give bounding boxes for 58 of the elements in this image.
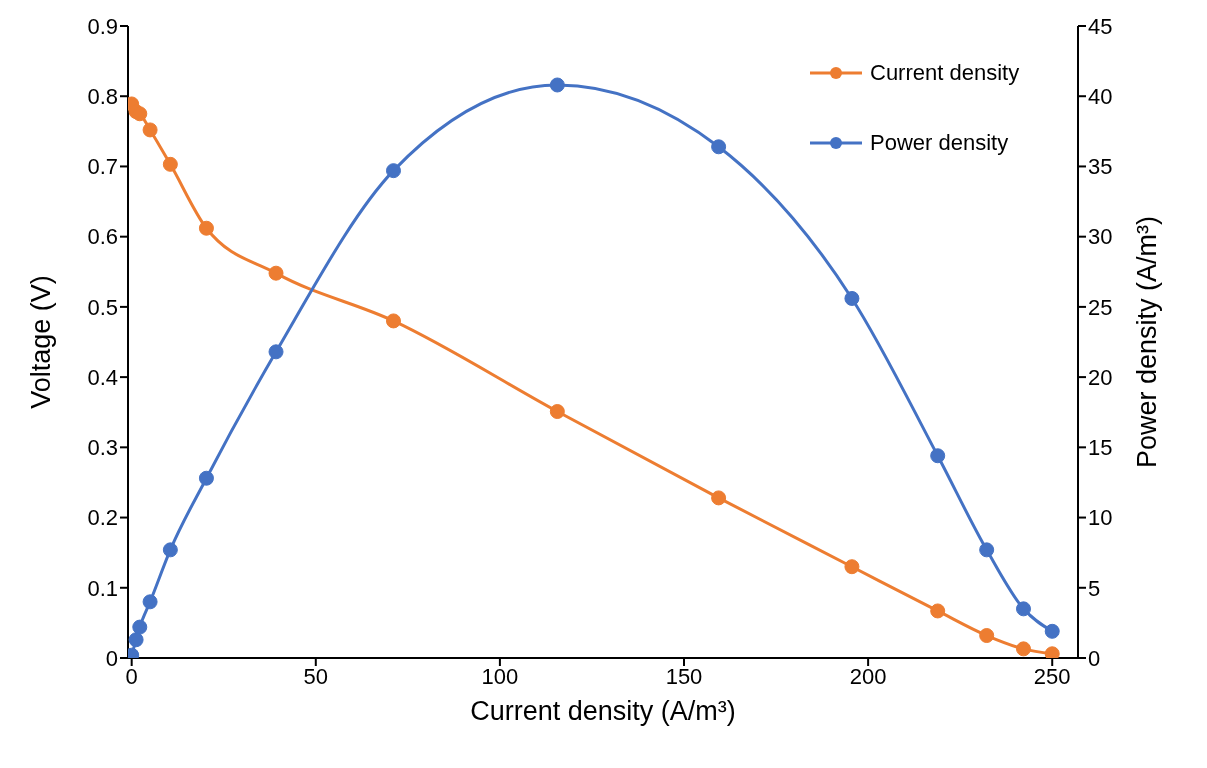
y2-tick-label: 5 xyxy=(1088,575,1101,601)
y2-tick-label: 40 xyxy=(1088,84,1113,110)
point xyxy=(132,106,148,122)
y2-tick-label: 25 xyxy=(1088,294,1113,320)
point xyxy=(549,404,565,420)
point xyxy=(1044,623,1060,639)
point xyxy=(385,163,401,179)
y-tick-label: 0.7 xyxy=(87,154,118,180)
point xyxy=(711,490,727,506)
point xyxy=(162,542,178,558)
point xyxy=(979,628,995,644)
y-tick-label: 0.6 xyxy=(87,224,118,250)
point xyxy=(142,122,158,138)
y2-tick-label: 0 xyxy=(1088,645,1101,671)
x-axis-title: Current density (A/m³) xyxy=(470,696,736,726)
point xyxy=(268,265,284,281)
y2-tick-label: 35 xyxy=(1088,154,1113,180)
y2-tick-label: 20 xyxy=(1088,364,1113,390)
x-tick-label: 0 xyxy=(125,663,138,689)
point xyxy=(385,313,401,329)
point xyxy=(132,619,148,635)
x-tick-label: 150 xyxy=(665,663,703,689)
y-tick-label: 0 xyxy=(105,645,118,671)
y-axis-title: Voltage (V) xyxy=(26,275,56,409)
point xyxy=(549,77,565,93)
point xyxy=(1016,601,1031,617)
y2-tick-label: 30 xyxy=(1088,224,1113,250)
y-tick-label: 0.5 xyxy=(87,294,118,320)
y2-tick-label: 10 xyxy=(1088,505,1113,531)
y2-axis-title: Power density (A/m³) xyxy=(1132,215,1162,469)
y2-tick-label: 15 xyxy=(1088,435,1113,461)
point xyxy=(844,290,860,306)
point xyxy=(711,139,727,155)
point xyxy=(979,542,995,558)
point xyxy=(930,603,946,619)
point xyxy=(1016,641,1031,657)
y-tick-label: 0.9 xyxy=(87,13,118,39)
point xyxy=(128,632,144,648)
y2-tick-label: 45 xyxy=(1088,13,1113,39)
y-tick-label: 0.8 xyxy=(87,84,118,110)
point xyxy=(844,559,860,575)
point xyxy=(198,470,214,486)
point xyxy=(142,594,158,610)
y-tick-label: 0.4 xyxy=(87,364,118,390)
x-tick-label: 250 xyxy=(1033,663,1071,689)
x-tick-label: 200 xyxy=(849,663,887,689)
x-tick-label: 100 xyxy=(481,663,519,689)
legend-label: Current density xyxy=(870,60,1020,86)
x-tick-label: 50 xyxy=(303,663,329,689)
point xyxy=(1044,646,1060,658)
point xyxy=(162,156,178,172)
point xyxy=(198,220,214,236)
y-tick-label: 0.1 xyxy=(87,575,118,601)
y-tick-label: 0.3 xyxy=(87,435,118,461)
y-tick-label: 0.2 xyxy=(87,505,118,531)
legend-label: Power density xyxy=(870,130,1009,156)
point xyxy=(930,448,946,464)
point xyxy=(268,344,284,360)
